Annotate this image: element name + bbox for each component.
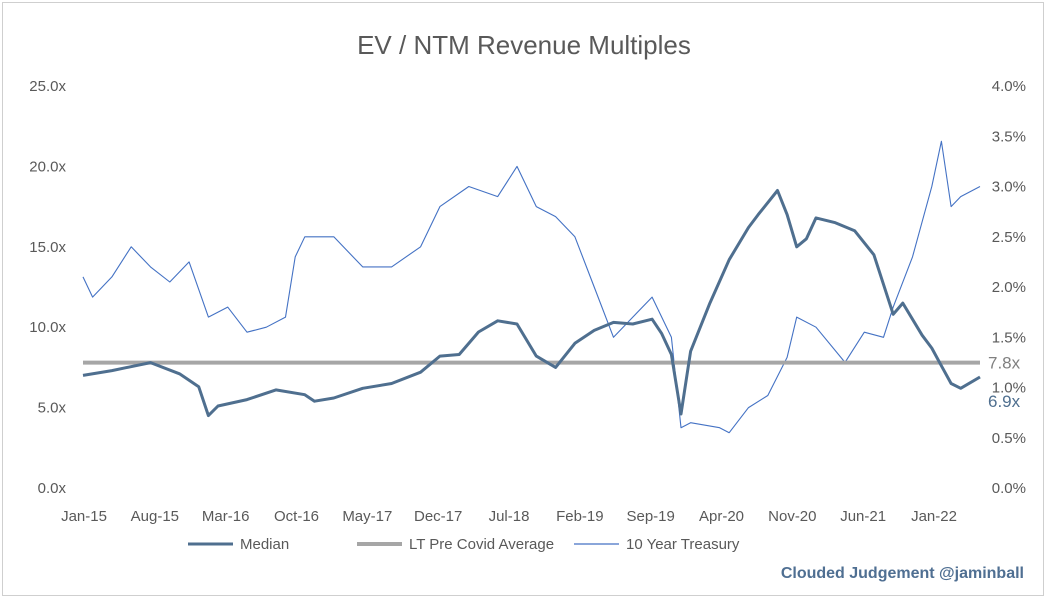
series-line-10-year-treasury xyxy=(82,140,981,434)
left-tick-label: 5.0x xyxy=(38,400,67,417)
legend-label: Median xyxy=(240,536,289,553)
right-tick-label: 3.0% xyxy=(992,179,1026,196)
end-labels: 7.8x 6.9x xyxy=(988,354,1021,411)
right-tick-label: 0.0% xyxy=(992,480,1026,497)
x-tick-label: Mar-16 xyxy=(202,508,250,525)
x-tick-label: Sep-19 xyxy=(626,508,674,525)
left-tick-label: 25.0x xyxy=(29,78,66,95)
x-tick-label: Feb-19 xyxy=(556,508,604,525)
left-tick-label: 20.0x xyxy=(29,158,66,175)
right-tick-label: 2.5% xyxy=(992,229,1026,246)
right-tick-label: 4.0% xyxy=(992,78,1026,95)
series-line-median xyxy=(82,189,981,418)
legend-label: LT Pre Covid Average xyxy=(409,536,554,553)
watermark-credit: Clouded Judgement @jaminball xyxy=(781,565,1024,582)
x-tick-label: Oct-16 xyxy=(274,508,319,525)
right-tick-label: 1.0% xyxy=(992,380,1026,397)
right-axis: 0.0% 0.5% 1.0% 1.5% 2.0% 2.5% 3.0% 3.5% 4.0% xyxy=(992,78,1026,497)
x-axis: Jan-15 Aug-15 Mar-16 Oct-16 May-17 Dec-17 Jul-… xyxy=(61,508,957,525)
plot-area xyxy=(82,140,981,434)
left-tick-label: 0.0x xyxy=(38,480,67,497)
left-tick-label: 15.0x xyxy=(29,239,66,256)
x-tick-label: Jul-18 xyxy=(489,508,530,525)
left-axis: 0.0x 5.0x 10.0x 15.0x 20.0x 25.0x xyxy=(29,78,66,497)
right-tick-label: 1.5% xyxy=(992,329,1026,346)
end-label-median: 6.9x xyxy=(988,392,1021,411)
right-tick-label: 2.0% xyxy=(992,279,1026,296)
right-tick-label: 3.5% xyxy=(992,128,1026,145)
x-tick-label: May-17 xyxy=(342,508,392,525)
x-tick-label: Nov-20 xyxy=(768,508,816,525)
x-tick-label: Jun-21 xyxy=(840,508,886,525)
x-tick-label: Jan-15 xyxy=(61,508,107,525)
left-tick-label: 10.0x xyxy=(29,319,66,336)
legend-label: 10 Year Treasury xyxy=(626,536,740,553)
legend: Median LT Pre Covid Average 10 Year Treasu… xyxy=(188,536,740,553)
end-label-lt-pre-covid-average: 7.8x xyxy=(988,354,1021,373)
right-tick-label: 0.5% xyxy=(992,430,1026,447)
chart-title: EV / NTM Revenue Multiples xyxy=(357,30,691,60)
x-tick-label: Jan-22 xyxy=(911,508,957,525)
x-tick-label: Aug-15 xyxy=(131,508,179,525)
x-tick-label: Apr-20 xyxy=(699,508,744,525)
x-tick-label: Dec-17 xyxy=(414,508,462,525)
